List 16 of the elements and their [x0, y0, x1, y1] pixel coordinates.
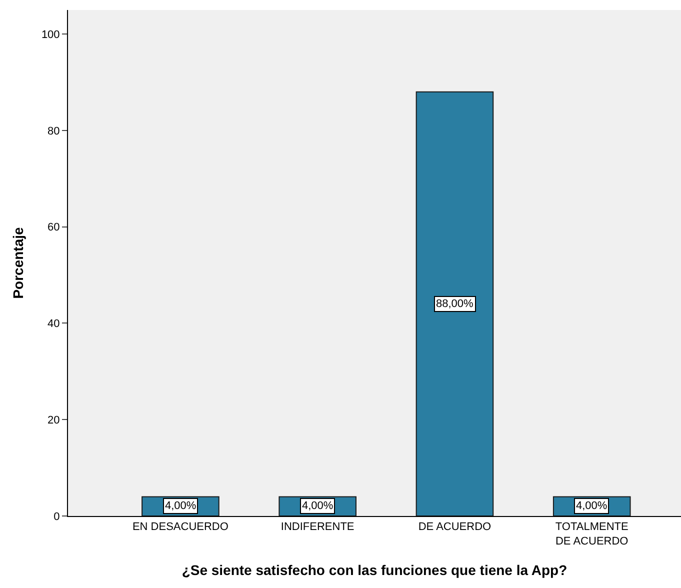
y-tick-label: 40: [48, 318, 60, 330]
x-tick-label: INDIFERENTE: [280, 521, 354, 534]
y-tick-label: 80: [48, 125, 60, 138]
data-label: 88,00%: [436, 298, 474, 310]
x-axis-title: ¿Se siente satisfecho con las funciones que tiene la App?: [182, 562, 568, 578]
y-tick-label: 100: [41, 28, 60, 41]
data-label: 4,00%: [576, 500, 608, 512]
y-axis-title: Porcentaje: [10, 226, 26, 299]
y-tick-label: 60: [48, 222, 60, 234]
x-tick-label: DE ACUERDO: [418, 521, 492, 534]
y-tick-label: 20: [48, 414, 60, 426]
data-label: 4,00%: [165, 500, 196, 512]
x-tick-label: TOTALMENTE DE ACUERDO: [555, 521, 629, 548]
data-label: 4,00%: [302, 500, 334, 512]
x-tick-label: EN DESACUERDO: [132, 521, 229, 534]
y-tick-label: 0: [54, 510, 60, 523]
